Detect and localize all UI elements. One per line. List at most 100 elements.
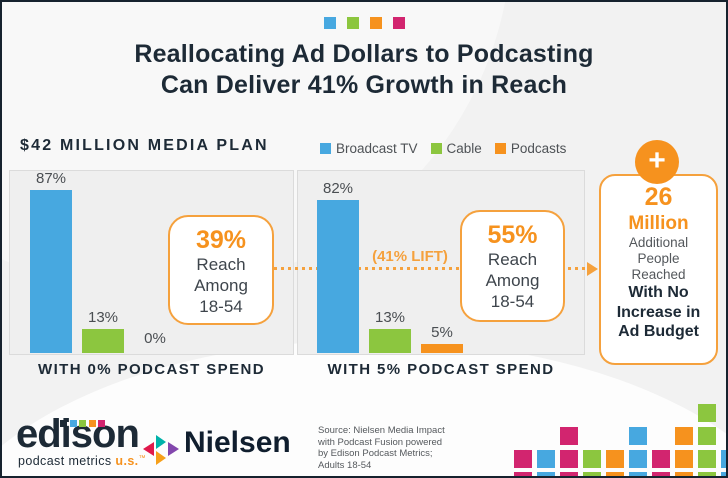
result-box: 26 Million Additional People Reached Wit… bbox=[599, 174, 718, 365]
decor-square-green bbox=[583, 472, 601, 476]
decor-square-pink bbox=[392, 17, 405, 29]
decor-square-orange bbox=[675, 472, 693, 476]
result-bold: Ad Budget bbox=[618, 323, 699, 340]
bar-cable: 13% bbox=[82, 309, 124, 353]
lift-arrow-head-icon bbox=[587, 262, 598, 276]
decor-square-orange bbox=[675, 426, 693, 445]
panel-caption-5-podcast-spend: WITH 5% PODCAST SPEND bbox=[327, 361, 555, 378]
bar-podcasts: 0% bbox=[134, 330, 176, 353]
bar-value-label: 0% bbox=[144, 330, 166, 347]
bar-rect bbox=[317, 200, 359, 353]
legend-label: Broadcast TV bbox=[336, 141, 418, 156]
lift-label: (41% LIFT) bbox=[372, 248, 448, 265]
legend-swatch-icon bbox=[494, 143, 506, 154]
result-desc: Reached bbox=[631, 267, 686, 282]
legend-label: Cable bbox=[446, 141, 482, 156]
legend-item-cable: Cable bbox=[430, 141, 482, 156]
nielsen-logo-icon bbox=[143, 435, 179, 465]
reach-line: Reach bbox=[196, 255, 246, 274]
result-value: 26 bbox=[644, 183, 673, 211]
edison-logo-dots bbox=[60, 420, 105, 427]
decor-square-blue bbox=[323, 17, 336, 29]
decor-square-orange bbox=[606, 449, 624, 468]
legend-swatch-icon bbox=[320, 143, 331, 154]
decor-square-green bbox=[79, 420, 86, 427]
bar-value-label: 5% bbox=[431, 324, 453, 341]
decor-square-green bbox=[346, 17, 359, 29]
bottom-right-decor-squares bbox=[514, 404, 726, 476]
bar-rect bbox=[369, 329, 411, 353]
page-title: Reallocating Ad Dollars to Podcasting Ca… bbox=[2, 39, 726, 101]
source-line: Adults 18-54 bbox=[318, 459, 372, 471]
reach-callout-5-podcast-spend: 55% Reach Among 18-54 bbox=[460, 210, 565, 322]
legend-swatch-icon bbox=[430, 143, 442, 154]
source-line: Source: Nielsen Media Impact bbox=[318, 425, 445, 436]
bar-value-label: 13% bbox=[374, 309, 406, 326]
bar-rect bbox=[421, 344, 463, 353]
edison-tagline-accent: u.s. bbox=[115, 454, 139, 468]
source-attribution: Source: Nielsen Media Impact with Podcas… bbox=[318, 425, 458, 471]
lift-arrow-dotted-line bbox=[274, 267, 588, 270]
decor-square-navy bbox=[60, 420, 67, 427]
legend-item-podcasts: Podcasts bbox=[494, 141, 567, 156]
reach-line: 18-54 bbox=[490, 292, 535, 311]
decor-square-green bbox=[698, 426, 716, 445]
decor-square-pink bbox=[514, 449, 532, 468]
reach-line: Among bbox=[194, 276, 248, 295]
decor-square-orange bbox=[88, 420, 96, 427]
decor-square-green bbox=[698, 449, 716, 468]
title-line-1: Reallocating Ad Dollars to Podcasting bbox=[134, 40, 594, 68]
decor-square-blue bbox=[537, 449, 555, 468]
decor-square-green bbox=[583, 449, 601, 468]
source-line: with Podcast Fusion powered bbox=[318, 436, 443, 448]
decor-square-blue bbox=[537, 472, 555, 476]
panel-caption-0-podcast-spend: WITH 0% PODCAST SPEND bbox=[38, 361, 265, 378]
bar-rect bbox=[30, 190, 72, 353]
decor-square-orange bbox=[369, 17, 382, 29]
top-decor-squares bbox=[2, 17, 726, 29]
legend-label: Podcasts bbox=[510, 141, 567, 156]
decor-square-pink bbox=[652, 472, 670, 476]
decor-square-pink bbox=[652, 449, 670, 468]
result-desc: People bbox=[637, 251, 680, 266]
decor-square-blue bbox=[721, 472, 726, 476]
bar-value-label: 13% bbox=[87, 309, 119, 326]
decor-square-blue bbox=[721, 449, 726, 468]
source-line: by Edison Podcast Metrics; bbox=[318, 448, 433, 459]
legend: Broadcast TV Cable Podcasts bbox=[320, 141, 566, 156]
decor-square-blue bbox=[69, 420, 77, 427]
decor-square-blue bbox=[629, 472, 647, 476]
result-bold: With No bbox=[628, 284, 689, 301]
bar-podcasts: 5% bbox=[421, 324, 463, 353]
bar-cable: 13% bbox=[369, 309, 411, 353]
decor-square-orange bbox=[675, 449, 693, 468]
result-bold: Increase in bbox=[616, 303, 701, 321]
decor-square-green bbox=[698, 404, 716, 422]
decor-square-green bbox=[698, 472, 716, 476]
edison-tagline: podcast metrics u.s.™ bbox=[18, 454, 146, 468]
plus-icon: + bbox=[635, 140, 679, 184]
reach-line: Among bbox=[485, 271, 540, 290]
reach-value: 39% bbox=[195, 226, 247, 254]
decor-square-pink bbox=[560, 426, 578, 445]
media-plan-label: $42 MILLION MEDIA PLAN bbox=[20, 137, 269, 154]
decor-square-pink bbox=[98, 420, 105, 427]
bar-broadcast-tv: 87% bbox=[30, 170, 72, 353]
decor-square-orange bbox=[606, 472, 624, 476]
result-unit: Million bbox=[628, 213, 689, 234]
decor-square-pink bbox=[514, 472, 532, 476]
bar-value-label: 82% bbox=[322, 180, 354, 197]
edison-tagline-text: podcast metrics bbox=[18, 454, 116, 468]
bar-rect bbox=[82, 329, 124, 353]
decor-square-blue bbox=[629, 449, 647, 468]
reach-line: Reach bbox=[487, 250, 538, 269]
reach-callout-0-podcast-spend: 39% Reach Among 18-54 bbox=[168, 215, 274, 325]
reach-line: 18-54 bbox=[199, 297, 243, 316]
title-line-2: Can Deliver 41% Growth in Reach bbox=[160, 71, 568, 99]
decor-square-pink bbox=[560, 449, 578, 468]
decor-square-pink bbox=[560, 472, 578, 476]
legend-item-broadcast-tv: Broadcast TV bbox=[320, 141, 418, 156]
bar-broadcast-tv: 82% bbox=[317, 180, 359, 353]
bar-value-label: 87% bbox=[35, 170, 67, 187]
